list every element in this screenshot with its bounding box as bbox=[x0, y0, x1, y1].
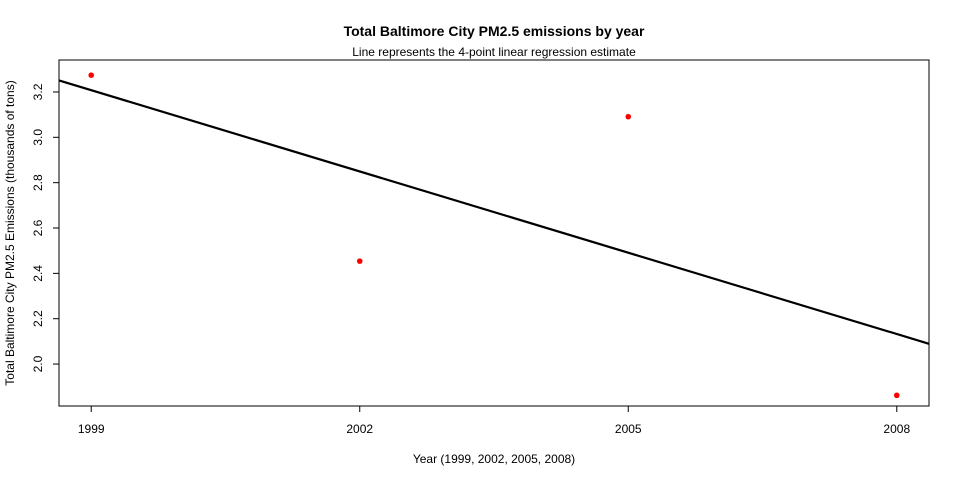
regression-layer bbox=[58, 79, 930, 345]
y-tick-label: 2.0 bbox=[31, 355, 45, 372]
x-tick-label: 2002 bbox=[346, 422, 373, 436]
x-tick-label: 2005 bbox=[615, 422, 642, 436]
y-tick-label: 3.2 bbox=[31, 83, 45, 100]
y-tick-label: 3.0 bbox=[31, 129, 45, 146]
y-tick-label: 2.2 bbox=[31, 310, 45, 327]
data-point bbox=[356, 258, 363, 264]
y-tick-label: 2.4 bbox=[31, 265, 45, 282]
x-tick-label: 2008 bbox=[883, 422, 910, 436]
points-layer bbox=[88, 72, 900, 399]
chart-title: Total Baltimore City PM2.5 emissions by … bbox=[344, 23, 645, 39]
x-axis: 1999 2002 2005 2008 bbox=[78, 406, 910, 436]
regression-line bbox=[58, 79, 930, 345]
y-tick-label: 2.8 bbox=[31, 174, 45, 191]
y-axis: 2.0 2.2 2.4 2.6 2.8 3.0 3.2 bbox=[31, 83, 59, 372]
plot-frame bbox=[58, 59, 930, 407]
chart-subtitle: Line represents the 4-point linear regre… bbox=[352, 45, 636, 59]
y-axis-label: Total Baltimore City PM2.5 Emissions (th… bbox=[3, 80, 17, 385]
data-point bbox=[88, 72, 95, 78]
x-axis-label: Year (1999, 2002, 2005, 2008) bbox=[413, 452, 575, 466]
x-tick-label: 1999 bbox=[78, 422, 105, 436]
data-point bbox=[625, 113, 632, 120]
data-point bbox=[893, 392, 900, 399]
y-tick-label: 2.6 bbox=[31, 219, 45, 236]
